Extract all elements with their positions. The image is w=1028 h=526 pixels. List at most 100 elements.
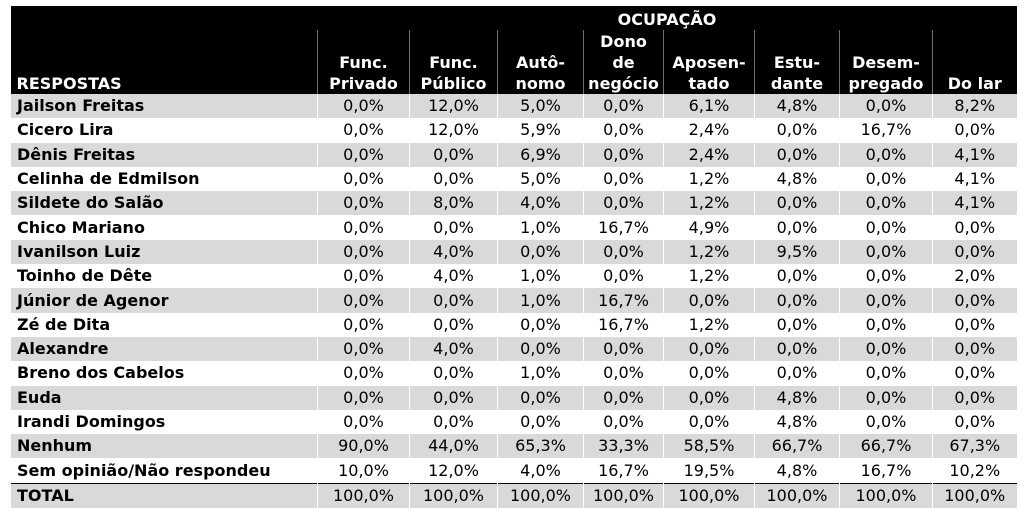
- table-cell: 0,0%: [317, 336, 410, 362]
- table-cell: 19,5%: [663, 458, 755, 484]
- column-header: Estu-dante: [754, 30, 840, 94]
- table-cell: 4,0%: [497, 191, 584, 216]
- table-cell: 5,0%: [497, 166, 584, 192]
- table-cell: 0,0%: [932, 409, 1017, 435]
- table-cell: 0,0%: [497, 239, 584, 265]
- table-cell: 0,0%: [839, 142, 933, 167]
- table-cell: 100,0%: [317, 482, 410, 509]
- row-header: RESPOSTAS: [10, 30, 318, 94]
- column-header-line: [502, 31, 579, 52]
- column-header-line: [844, 31, 928, 52]
- table-cell: 0,0%: [754, 361, 840, 386]
- table-cell: 58,5%: [663, 434, 755, 459]
- column-header-line: dante: [770, 74, 824, 93]
- table-cell: 1,0%: [497, 361, 584, 386]
- table-cell: 0,0%: [583, 336, 664, 362]
- column-header-line: Público: [420, 74, 487, 93]
- table-cell: 0,0%: [754, 215, 840, 240]
- table-cell: 0,0%: [839, 215, 933, 240]
- column-header-line: Estu-: [773, 53, 821, 72]
- table-cell: 0,0%: [932, 385, 1017, 410]
- table-cell: 0,0%: [839, 288, 933, 313]
- table-cell: 4,8%: [754, 385, 840, 410]
- column-header-line: [937, 52, 1013, 73]
- table-cell: 16,7%: [583, 288, 664, 313]
- table-cell: 0,0%: [754, 142, 840, 167]
- column-header-line: Func.: [339, 53, 388, 72]
- table-cell: 100,0%: [932, 482, 1017, 509]
- column-header-line: Desem-: [852, 53, 920, 72]
- table-row: Cicero Lira 0,0% 12,0% 5,9% 0,0% 2,4% 0,0% 16,7…: [10, 118, 1017, 143]
- table-cell: 4,0%: [497, 458, 584, 484]
- table-row: Chico Mariano 0,0% 0,0% 1,0% 16,7% 4,9% 0,0% 0,…: [10, 215, 1017, 240]
- table-cell: 16,7%: [583, 312, 664, 337]
- column-header: Func. Privado: [317, 30, 410, 94]
- table-cell: 4,0%: [409, 264, 498, 289]
- row-label: Cicero Lira: [10, 118, 318, 143]
- table-cell: 4,8%: [754, 166, 840, 192]
- survey-table-container: OCUPAÇÃO RESPOSTAS Func. Privado Func. Púb…: [10, 6, 1017, 509]
- table-cell: 9,5%: [754, 239, 840, 265]
- table-row: Júnior de Agenor 0,0% 0,0% 1,0% 16,7% 0,0% 0,0…: [10, 288, 1017, 313]
- table-cell: 4,0%: [409, 336, 498, 362]
- table-row: Alexandre 0,0% 4,0% 0,0% 0,0% 0,0% 0,0% 0,0% 0,0…: [10, 336, 1017, 362]
- table-cell: 0,0%: [839, 94, 933, 119]
- row-label: TOTAL: [10, 482, 318, 509]
- table-row: Jailson Freitas 0,0% 12,0% 5,0% 0,0% 6,1% 4,8%…: [10, 94, 1017, 119]
- table-header: OCUPAÇÃO RESPOSTAS Func. Privado Func. Púb…: [10, 6, 1017, 94]
- table-cell: 8,2%: [932, 94, 1017, 119]
- table-cell: 0,0%: [583, 385, 664, 410]
- column-header-line: Autô-: [515, 53, 566, 72]
- total-row: TOTAL 100,0% 100,0% 100,0% 100,0% 100,0% 100,0…: [10, 482, 1017, 509]
- table-cell: 8,0%: [409, 191, 498, 216]
- table-cell: 4,1%: [932, 166, 1017, 192]
- column-header-line: Privado: [329, 74, 398, 93]
- table-cell: 33,3%: [583, 434, 664, 459]
- table-cell: 100,0%: [409, 482, 498, 509]
- table-cell: 0,0%: [754, 288, 840, 313]
- table-cell: 0,0%: [317, 288, 410, 313]
- table-cell: 66,7%: [839, 434, 933, 459]
- table-row: Ivanilson Luiz 0,0% 4,0% 0,0% 0,0% 1,2% 9,5% 0,…: [10, 239, 1017, 265]
- occupation-table: OCUPAÇÃO RESPOSTAS Func. Privado Func. Púb…: [10, 6, 1017, 509]
- table-cell: 0,0%: [932, 215, 1017, 240]
- column-header-line: [668, 31, 750, 52]
- table-cell: 0,0%: [583, 409, 664, 435]
- column-header-line: [414, 31, 493, 52]
- table-cell: 16,7%: [583, 458, 664, 484]
- table-cell: 0,0%: [583, 166, 664, 192]
- table-cell: 0,0%: [839, 312, 933, 337]
- table-cell: 0,0%: [583, 361, 664, 386]
- column-header-line: negócio: [588, 74, 659, 93]
- row-label: Sem opinião/Não respondeu: [10, 458, 318, 484]
- column-header: Dono de negócio: [583, 30, 664, 94]
- table-body: Jailson Freitas 0,0% 12,0% 5,0% 0,0% 6,1% 4,8%…: [10, 94, 1017, 509]
- column-header: Func. Público: [409, 30, 498, 94]
- table-cell: 0,0%: [409, 166, 498, 192]
- table-cell: 0,0%: [317, 385, 410, 410]
- table-cell: 0,0%: [317, 239, 410, 265]
- table-cell: 0,0%: [317, 142, 410, 167]
- table-cell: 0,0%: [754, 118, 840, 143]
- table-cell: 0,0%: [409, 312, 498, 337]
- group-header: OCUPAÇÃO: [317, 6, 1017, 30]
- table-cell: 4,1%: [932, 191, 1017, 216]
- table-cell: 0,0%: [663, 288, 755, 313]
- table-cell: 0,0%: [932, 361, 1017, 386]
- table-cell: 0,0%: [317, 312, 410, 337]
- table-cell: 2,4%: [663, 118, 755, 143]
- table-cell: 0,0%: [409, 361, 498, 386]
- table-cell: 10,2%: [932, 458, 1017, 484]
- column-header-line: Dono: [600, 32, 647, 51]
- row-label: Irandi Domingos: [10, 409, 318, 435]
- table-cell: 0,0%: [754, 336, 840, 362]
- table-cell: 0,0%: [317, 191, 410, 216]
- table-cell: 6,1%: [663, 94, 755, 119]
- column-header-line: Do lar: [947, 74, 1002, 93]
- table-cell: 16,7%: [583, 215, 664, 240]
- table-cell: 44,0%: [409, 434, 498, 459]
- table-cell: 1,2%: [663, 239, 755, 265]
- table-cell: 0,0%: [663, 336, 755, 362]
- column-header-line: [322, 31, 405, 52]
- row-label: Alexandre: [10, 336, 318, 362]
